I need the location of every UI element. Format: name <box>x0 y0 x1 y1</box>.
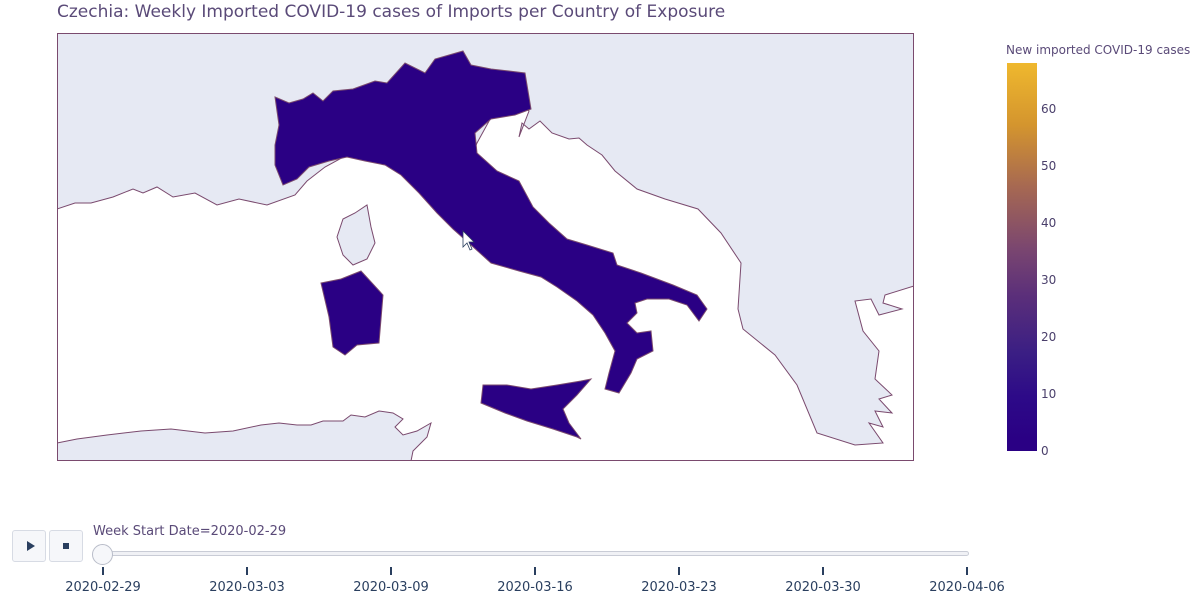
slider-tick-mark <box>390 567 392 575</box>
map-svg <box>57 33 914 461</box>
slider-tick-mark <box>246 567 248 575</box>
slider-rail[interactable] <box>93 551 969 556</box>
mouse-cursor-icon <box>462 230 475 251</box>
colorbar-tick-label: 20 <box>1041 329 1057 344</box>
play-button[interactable] <box>12 530 46 562</box>
slider-tick-label[interactable]: 2020-03-16 <box>497 580 573 595</box>
slider-tick-mark <box>822 567 824 575</box>
stop-icon <box>63 543 69 549</box>
slider-tick-label[interactable]: 2020-03-03 <box>209 580 285 595</box>
slider-tick-label[interactable]: 2020-03-30 <box>785 580 861 595</box>
slider-tick-label[interactable]: 2020-03-23 <box>641 580 717 595</box>
slider-tick-label[interactable]: 2020-03-09 <box>353 580 429 595</box>
colorbar-tick-label: 40 <box>1041 215 1057 230</box>
colorbar-tick-label: 0 <box>1041 444 1049 458</box>
sardinia[interactable] <box>320 270 384 356</box>
slider-handle[interactable] <box>92 544 113 565</box>
stop-button[interactable] <box>49 530 83 562</box>
play-icon <box>26 541 35 551</box>
colorbar-title: New imported COVID-19 cases <box>1006 43 1191 57</box>
map-frame-border <box>57 33 914 461</box>
chart-title: Czechia: Weekly Imported COVID-19 cases … <box>57 2 726 22</box>
colorbar-tick-label: 60 <box>1041 101 1057 116</box>
slider-tick-label[interactable]: 2020-04-06 <box>929 580 1005 595</box>
slider-current-value: Week Start Date=2020-02-29 <box>93 524 287 539</box>
land-south <box>57 410 432 461</box>
corsica <box>336 204 376 266</box>
slider-tick-label[interactable]: 2020-02-29 <box>65 580 141 595</box>
land-north <box>57 33 914 446</box>
italy-region[interactable] <box>274 50 708 394</box>
slider-tick-mark <box>966 567 968 575</box>
map-plot-area[interactable] <box>57 33 914 461</box>
colorbar-tick-label: 10 <box>1041 386 1057 401</box>
colorbar-tick-label: 30 <box>1041 272 1057 287</box>
slider-tick-mark <box>102 567 104 575</box>
slider-tick-mark <box>534 567 536 575</box>
sicily[interactable] <box>480 378 593 440</box>
slider-tick-mark <box>678 567 680 575</box>
colorbar <box>1007 63 1037 451</box>
colorbar-tick-label: 50 <box>1041 158 1057 173</box>
